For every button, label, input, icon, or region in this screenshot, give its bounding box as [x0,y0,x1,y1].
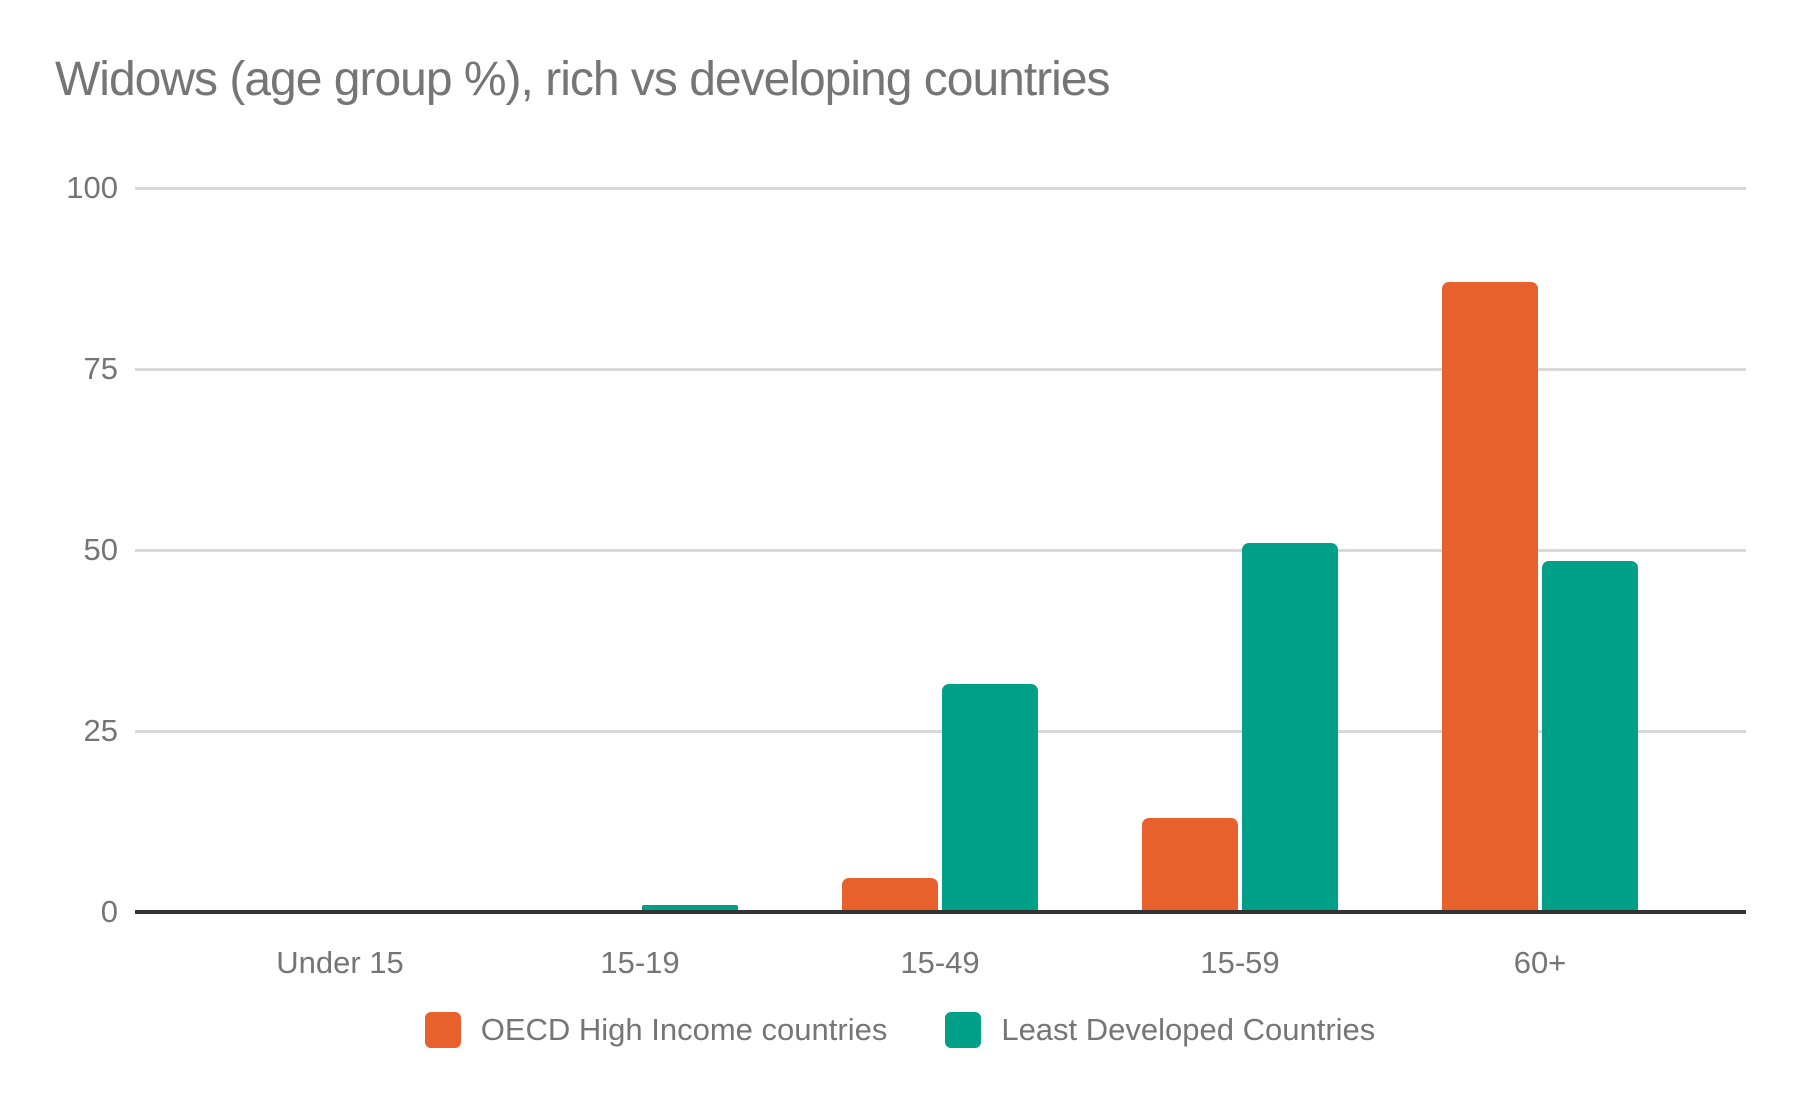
y-tick-label-75: 75 [83,351,118,386]
bar-oecd-15-49 [842,877,938,912]
legend-item-oecd: OECD High Income countries [424,1012,888,1048]
x-tick-label-15-19: 15-19 [600,945,680,980]
y-tick-label-25: 25 [83,713,118,748]
gridline-75 [135,367,1746,371]
y-tick-label-50: 50 [83,532,118,567]
bar-ldc-60+ [1542,560,1638,912]
legend-swatch-icon [945,1012,982,1048]
legend-swatch-icon [424,1012,461,1048]
bar-ldc-15-19 [642,904,738,912]
y-tick-label-0: 0 [100,894,118,929]
gridline-100 [135,186,1746,190]
y-tick-label-100: 100 [66,170,118,205]
x-axis-line [135,910,1746,914]
legend: OECD High Income countries Least Develope… [0,1012,1800,1048]
chart-title: Widows (age group %), rich vs developing… [55,53,1111,106]
x-tick-label-15-49: 15-49 [900,945,980,980]
plot-area [135,186,1746,914]
legend-item-ldc: Least Developed Countries [945,1012,1375,1048]
x-tick-label-under-15: Under 15 [276,945,404,980]
x-tick-label-60+: 60+ [1513,945,1567,980]
bar-ldc-15-49 [942,683,1038,912]
bar-oecd-60+ [1442,282,1538,912]
gridline-50 [135,548,1746,552]
legend-label: OECD High Income countries [480,1012,888,1047]
bar-ldc-15-59 [1242,542,1338,912]
x-tick-label-15-59: 15-59 [1200,945,1280,980]
legend-label: Least Developed Countries [1001,1012,1376,1047]
gridline-25 [135,729,1746,733]
bar-oecd-15-59 [1142,817,1238,912]
